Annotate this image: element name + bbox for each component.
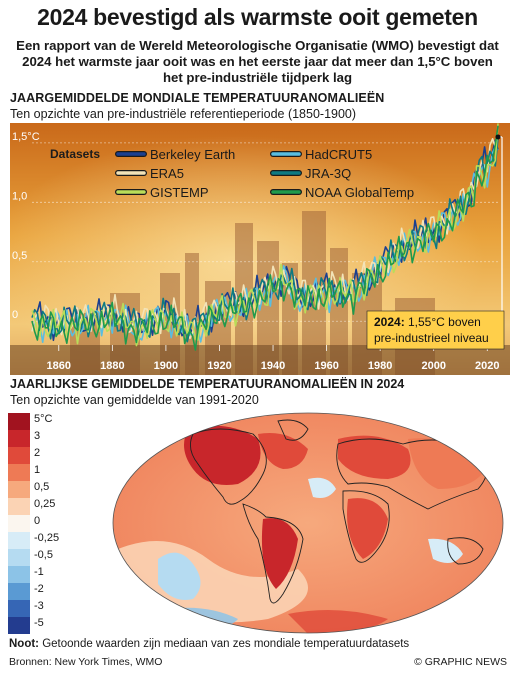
footnote-label: Noot: (9, 638, 40, 650)
color-scale-label: -5 (34, 617, 44, 629)
map-region-cool-europe (308, 477, 336, 498)
x-tick-label: 1920 (207, 360, 231, 372)
map-region-hot-africa (347, 498, 388, 559)
color-scale-swatch (8, 600, 30, 617)
color-scale-label: -3 (34, 600, 44, 612)
map-region-hot-europe (338, 435, 411, 479)
chart-svg: 0 0,5 1,0 1,5°C 1860 1880 1900 1920 1940 1960 1980… (10, 123, 510, 375)
callout-text: 1,55°C boven (408, 315, 481, 329)
footnote: Noot: Getoonde waarden zijn mediaan van … (9, 638, 409, 650)
map-region-cool-pacific (158, 552, 201, 600)
legend-label: JRA-3Q (305, 166, 351, 181)
color-scale-swatch (8, 464, 30, 481)
callout-box (366, 310, 505, 350)
map-base-warm (113, 413, 503, 633)
callout-dot (495, 134, 501, 140)
y-tick-label: 0 (12, 309, 18, 321)
color-scale-swatch (8, 481, 30, 498)
series-line-hadcrut5 (31, 146, 499, 343)
color-scale-swatch (8, 413, 30, 430)
color-scale: 5°C 3 2 1 0,5 0,25 0 -0,25 -0,5 -1 -2 -3 -5 (8, 413, 59, 634)
x-tick-label: 2020 (475, 360, 499, 372)
color-scale-label: -2 (34, 583, 44, 595)
x-tick-label: 1980 (368, 360, 392, 372)
chart-axis-labels: 0 0,5 1,0 1,5°C 1860 1880 1900 1920 1940 1960 1980… (12, 131, 500, 372)
color-scale-label: 0 (34, 515, 40, 527)
color-scale-label: -0,5 (34, 549, 53, 561)
section-subtitle-2024-anomalies: Ten opzichte van gemiddelde van 1991-202… (10, 393, 259, 407)
color-scale-label: 1 (34, 464, 40, 476)
color-scale-label: 0,25 (34, 498, 55, 510)
x-tick-label: 1880 (100, 360, 124, 372)
section-title-2024-anomalies: JAARLIJKSE GEMIDDELDE TEMPERATUURANOMALI… (10, 377, 405, 391)
x-tick-label: 2000 (421, 360, 445, 372)
legend-label: GISTEMP (150, 185, 209, 200)
page-subtitle: Een rapport van de Wereld Meteorologisch… (16, 38, 499, 85)
color-scale-swatch (8, 498, 30, 515)
color-scale-label: -0,25 (34, 532, 59, 544)
map-region-cool-indian-ocean (428, 538, 463, 563)
x-tick-label: 1860 (47, 360, 71, 372)
map-region-hot-antarctica (288, 610, 388, 633)
x-tick-label: 1960 (314, 360, 338, 372)
credit: © GRAPHIC NEWS (414, 656, 507, 668)
color-scale-swatch (8, 532, 30, 549)
map-svg: 5°C 3 2 1 0,5 0,25 0 -0,25 -0,5 -1 -2 -3 -5 (8, 412, 504, 634)
footnote-text: Getoonde waarden zijn mediaan van zes mo… (42, 638, 410, 650)
color-scale-swatch (8, 566, 30, 583)
map-outline (112, 412, 504, 634)
map-region-hot-north-america (184, 425, 261, 485)
section-subtitle-global-anomalies: Ten opzichte van pre-industriële referen… (10, 107, 357, 121)
x-tick-label: 1940 (261, 360, 285, 372)
color-scale-label: 0,5 (34, 481, 49, 493)
color-scale-swatch (8, 617, 30, 634)
anomaly-map-panel: 5°C 3 2 1 0,5 0,25 0 -0,25 -0,5 -1 -2 -3 -5 (8, 409, 508, 637)
legend-label: HadCRUT5 (305, 147, 372, 162)
color-scale-label: 5°C (34, 413, 53, 425)
color-scale-swatch (8, 515, 30, 532)
map-region-hot-north-atlantic (258, 433, 308, 469)
chart-legend: Datasets Berkeley Earth HadCRUT5 ERA5 JRA-3Q… (50, 147, 414, 200)
temperature-line-chart: 0 0,5 1,0 1,5°C 1860 1880 1900 1920 1940 1960 1980… (10, 123, 510, 375)
y-tick-label: 0,5 (12, 250, 27, 262)
color-scale-swatch (8, 430, 30, 447)
chart-bottom-band (10, 345, 510, 375)
world-map (113, 413, 503, 633)
color-scale-swatch (8, 447, 30, 464)
color-scale-label: 2 (34, 447, 40, 459)
legend-label: NOAA GlobalTemp (305, 185, 414, 200)
continent-outlines (189, 419, 488, 604)
legend-label: ERA5 (150, 166, 184, 181)
color-scale-label: -1 (34, 566, 44, 578)
y-tick-label: 1,5°C (12, 131, 40, 143)
page-title: 2024 bevestigd als warmste ooit gemeten (37, 4, 478, 30)
color-scale-label: 3 (34, 430, 40, 442)
sources: Bronnen: New York Times, WMO (9, 656, 163, 668)
series-line-noaa-globaltemp (31, 125, 499, 351)
callout-text-line2: pre-industrieel niveau (374, 331, 489, 345)
legend-title: Datasets (50, 147, 100, 161)
legend-label: Berkeley Earth (150, 147, 235, 162)
y-tick-label: 1,0 (12, 190, 27, 202)
callout-year: 2024: (374, 315, 405, 329)
color-scale-swatch (8, 583, 30, 600)
callout-group: 2024: 1,55°C boven pre-industrieel nivea… (366, 134, 505, 350)
x-tick-label: 1900 (154, 360, 178, 372)
map-region-hot-south-america (261, 518, 298, 589)
section-title-global-anomalies: JAARGEMIDDELDE MONDIALE TEMPERATUURANOMA… (10, 91, 385, 105)
series-line-gistemp (31, 123, 499, 347)
chart-series-layer (31, 123, 499, 351)
color-scale-swatch (8, 549, 30, 566)
